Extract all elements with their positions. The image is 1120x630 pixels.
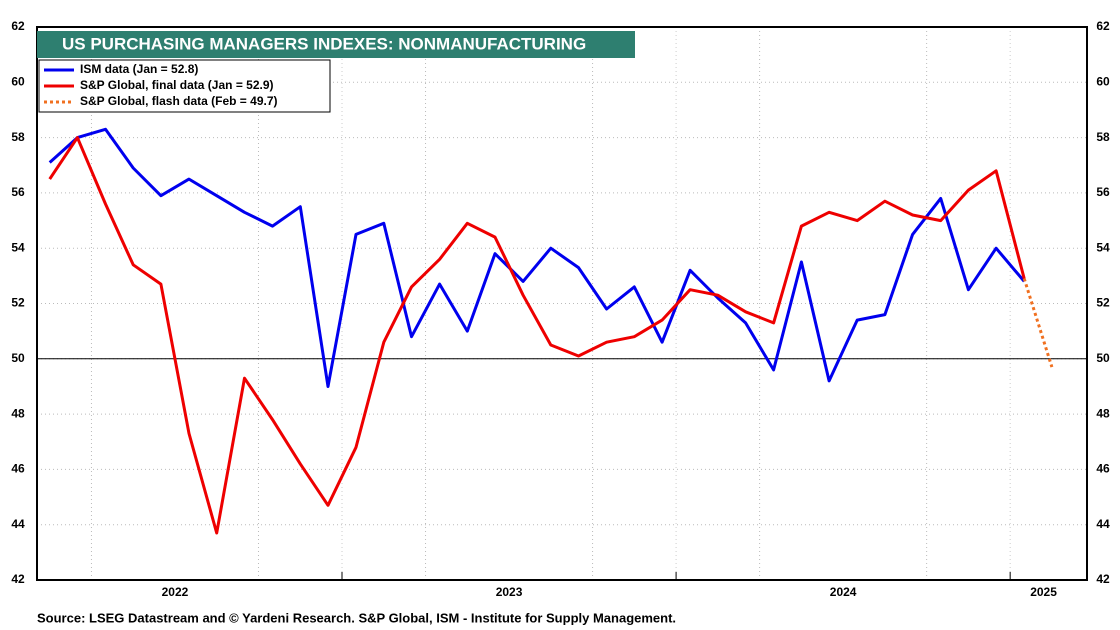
y2-tick-label: 50 — [1096, 351, 1110, 365]
x-tick-label: 2023 — [496, 585, 523, 599]
legend-label: S&P Global, flash data (Feb = 49.7) — [80, 94, 278, 108]
source-note: Source: LSEG Datastream and © Yardeni Re… — [37, 610, 676, 625]
y2-tick-label: 58 — [1096, 130, 1110, 144]
y-tick-label: 56 — [11, 185, 25, 199]
y2-tick-label: 54 — [1096, 240, 1110, 254]
legend: ISM data (Jan = 52.8) S&P Global, final d… — [44, 62, 278, 108]
y-tick-label: 62 — [11, 19, 25, 33]
x-tick-label: 2022 — [162, 585, 189, 599]
y-tick-label: 48 — [11, 406, 25, 420]
series-line — [48, 127, 1026, 388]
y2-tick-label: 42 — [1096, 572, 1110, 586]
y2-tick-label: 62 — [1096, 19, 1110, 33]
y-tick-label: 42 — [11, 572, 25, 586]
chart-title: US PURCHASING MANAGERS INDEXES: NONMANUF… — [62, 34, 586, 53]
y2-tick-label: 52 — [1096, 296, 1110, 310]
y-tick-label: 44 — [11, 517, 25, 531]
legend-label: ISM data (Jan = 52.8) — [80, 62, 198, 76]
y2-tick-label: 60 — [1096, 74, 1110, 88]
y2-tick-label: 46 — [1096, 462, 1110, 476]
y-tick-label: 58 — [11, 130, 25, 144]
y-tick-label: 50 — [11, 351, 25, 365]
y-tick-label: 52 — [11, 296, 25, 310]
x-tick-label: 2025 — [1030, 585, 1057, 599]
y2-tick-label: 56 — [1096, 185, 1110, 199]
lines — [48, 127, 1054, 535]
legend-box — [38, 59, 331, 113]
x-tick-label: 2024 — [830, 585, 857, 599]
plot-frame — [36, 26, 1088, 581]
y-tick-label: 60 — [11, 74, 25, 88]
y2-tick-label: 44 — [1096, 517, 1110, 531]
y-tick-label: 54 — [11, 240, 25, 254]
y-tick-label: 46 — [11, 462, 25, 476]
series-line — [1022, 278, 1054, 368]
title-box — [37, 31, 635, 58]
y2-tick-label: 48 — [1096, 406, 1110, 420]
legend-label: S&P Global, final data (Jan = 52.9) — [80, 78, 274, 92]
series-line — [48, 136, 1026, 535]
